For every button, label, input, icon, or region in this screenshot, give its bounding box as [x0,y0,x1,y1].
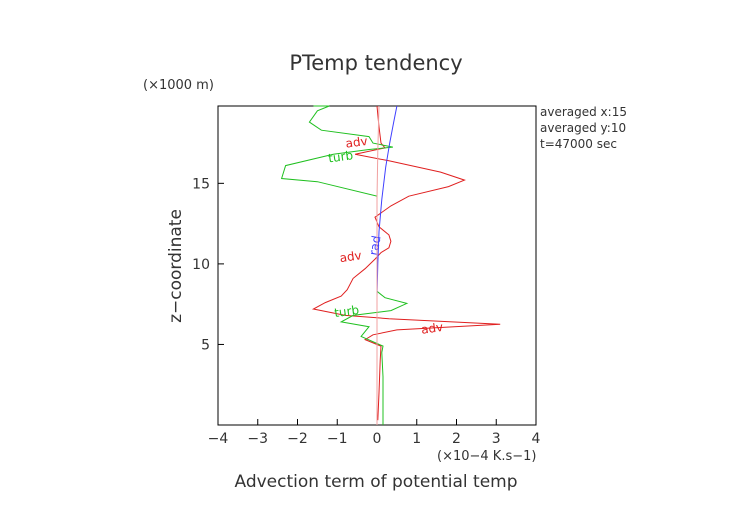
chart-title: PTemp tendency [289,51,462,75]
x-tick-label: 0 [373,431,382,447]
info-line-3: t=47000 sec [540,137,617,151]
series-label-adv: adv [345,134,369,151]
info-box: averaged x:15 averaged y:10 t=47000 sec [540,105,627,151]
y-tick-label: 5 [201,337,210,353]
x-tick-label: 4 [532,431,541,447]
info-line-1: averaged x:15 [540,105,627,119]
x-tick-label: −1 [327,431,348,447]
x-axis: −4 −3 −2 −1 0 1 2 3 4 [208,419,541,447]
info-line-2: averaged y:10 [540,121,626,135]
y-tick-label: 10 [192,257,210,273]
x-tick-label: 1 [412,431,421,447]
series-line-series-3 [376,105,380,425]
x-tick-label: −2 [287,431,308,447]
x-unit-label: (×10−4 K.s−1) [437,449,536,464]
series-label-adv: adv [420,320,444,337]
x-tick-label: −3 [247,431,268,447]
y-axis-label: z−coordinate [166,209,186,323]
series-label-rad: rad [366,234,383,256]
y-unit-label: (×1000 m) [143,78,214,93]
series-label-turb: turb [333,303,360,320]
x-axis-label: Advection term of potential temp [234,472,517,492]
y-axis: 5 10 15 [192,176,224,353]
x-tick-label: 3 [492,431,501,447]
series-label-turb: turb [327,148,354,165]
y-tick-label: 15 [192,176,210,192]
x-tick-label: −4 [208,431,229,447]
x-tick-label: 2 [452,431,461,447]
series-label-adv: adv [339,248,363,265]
